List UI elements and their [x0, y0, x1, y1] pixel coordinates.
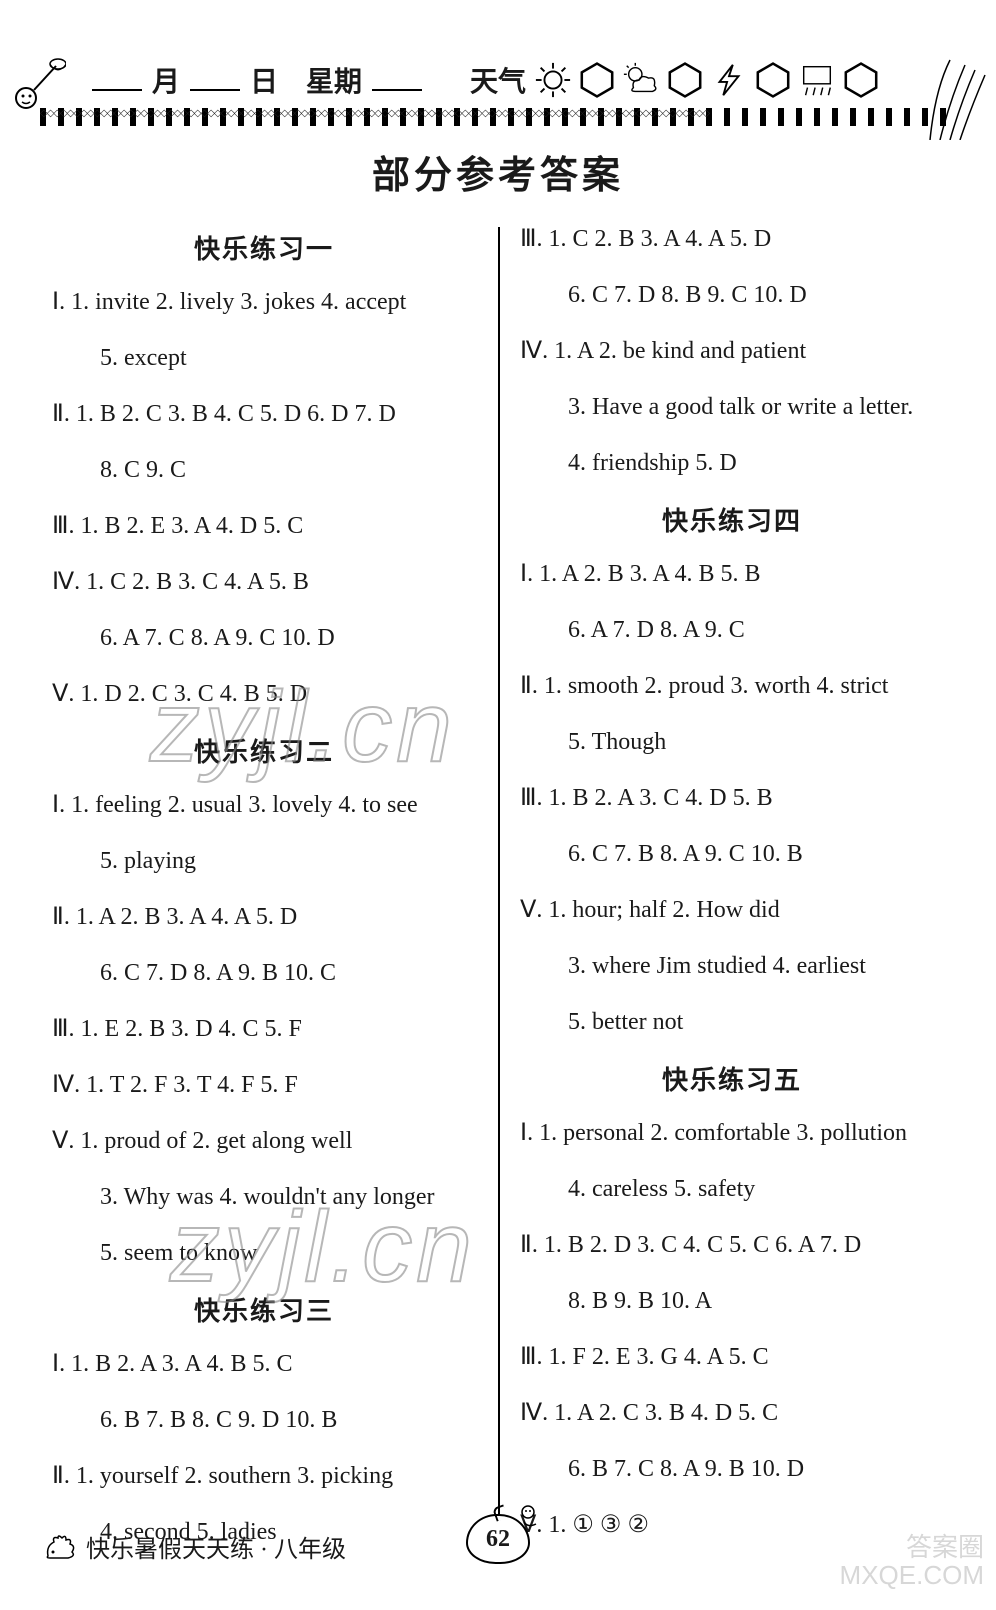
answer-line: 3. Why was 4. wouldn't any longer: [52, 1179, 476, 1215]
child-on-apple-icon: [516, 1502, 546, 1532]
answer-line: 6. C 7. B 8. A 9. C 10. B: [520, 836, 944, 872]
sun-icon: [534, 61, 572, 99]
answer-line: Ⅲ. 1. F 2. E 3. G 4. A 5. C: [520, 1339, 944, 1375]
rain-icon: [798, 61, 836, 99]
right-column: Ⅲ. 1. C 2. B 3. A 4. A 5. D 6. C 7. D 8.…: [498, 221, 956, 1570]
answer-line: 6. C 7. D 8. B 9. C 10. D: [520, 277, 944, 313]
answer-line: 6. A 7. D 8. A 9. C: [520, 612, 944, 648]
checkbox-hexagon[interactable]: [578, 61, 616, 99]
month-blank[interactable]: [92, 69, 142, 91]
answer-line: Ⅱ. 1. yourself 2. southern 3. picking: [52, 1458, 476, 1494]
weekday-blank[interactable]: [372, 69, 422, 91]
answer-line: Ⅳ. 1. T 2. F 3. T 4. F 5. F: [52, 1067, 476, 1103]
ornamental-divider: [40, 108, 956, 126]
child-net-icon: [6, 56, 66, 116]
answer-line: 3. where Jim studied 4. earliest: [520, 948, 944, 984]
answer-line: Ⅱ. 1. A 2. B 3. A 4. A 5. D: [52, 899, 476, 935]
section-heading-1: 快乐练习一: [52, 229, 476, 266]
answer-line: Ⅴ. 1. proud of 2. get along well: [52, 1123, 476, 1159]
page-title: 部分参考答案: [40, 144, 956, 199]
answer-line: 6. B 7. C 8. A 9. B 10. D: [520, 1451, 944, 1487]
column-divider: [498, 227, 500, 1564]
answer-line: 6. C 7. D 8. A 9. B 10. C: [52, 955, 476, 991]
grass-icon: [920, 50, 990, 140]
weather-label: 天气: [470, 60, 526, 100]
answer-line: 8. C 9. C: [52, 452, 476, 488]
answer-line: 4. careless 5. safety: [520, 1171, 944, 1207]
weekday-label: 星期: [306, 60, 362, 100]
answer-line: Ⅳ. 1. A 2. be kind and patient: [520, 333, 944, 369]
answer-line: 5. playing: [52, 843, 476, 879]
answer-line: Ⅴ. 1. D 2. C 3. C 4. B 5. D: [52, 676, 476, 712]
answer-line: Ⅲ. 1. B 2. E 3. A 4. D 5. C: [52, 508, 476, 544]
answer-line: Ⅱ. 1. B 2. C 3. B 4. C 5. D 6. D 7. D: [52, 396, 476, 432]
lightning-icon: [710, 61, 748, 99]
answer-line: 8. B 9. B 10. A: [520, 1283, 944, 1319]
answer-line: 6. B 7. B 8. C 9. D 10. B: [52, 1402, 476, 1438]
answer-line: Ⅲ. 1. B 2. A 3. C 4. D 5. B: [520, 780, 944, 816]
answer-line: 5. Though: [520, 724, 944, 760]
answer-line: Ⅳ. 1. A 2. C 3. B 4. D 5. C: [520, 1395, 944, 1431]
page-number-badge: 62: [466, 1514, 530, 1564]
answer-line: 5. except: [52, 340, 476, 376]
section-heading-5: 快乐练习五: [520, 1060, 944, 1097]
answer-line: 3. Have a good talk or write a letter.: [520, 389, 944, 425]
answer-line: 5. seem to know: [52, 1235, 476, 1271]
answer-line: Ⅳ. 1. C 2. B 3. C 4. A 5. B: [52, 564, 476, 600]
day-label: 日: [250, 60, 278, 100]
answer-line: 5. better not: [520, 1004, 944, 1040]
section-heading-4: 快乐练习四: [520, 501, 944, 538]
footer-center: 62: [0, 1514, 996, 1564]
answer-line: Ⅰ. 1. B 2. A 3. A 4. B 5. C: [52, 1346, 476, 1382]
answer-line: Ⅲ. 1. E 2. B 3. D 4. C 5. F: [52, 1011, 476, 1047]
corner-watermark-line2: MXQE.COM: [840, 1561, 984, 1590]
section-heading-2: 快乐练习二: [52, 732, 476, 769]
section-heading-3: 快乐练习三: [52, 1291, 476, 1328]
checkbox-hexagon[interactable]: [842, 61, 880, 99]
checkbox-hexagon[interactable]: [666, 61, 704, 99]
answer-line: Ⅱ. 1. smooth 2. proud 3. worth 4. strict: [520, 668, 944, 704]
answer-line: 6. A 7. C 8. A 9. C 10. D: [52, 620, 476, 656]
answer-line: Ⅱ. 1. B 2. D 3. C 4. C 5. C 6. A 7. D: [520, 1227, 944, 1263]
answer-line: 4. friendship 5. D: [520, 445, 944, 481]
answer-line: Ⅰ. 1. feeling 2. usual 3. lovely 4. to s…: [52, 787, 476, 823]
left-column: 快乐练习一 Ⅰ. 1. invite 2. lively 3. jokes 4.…: [40, 221, 498, 1570]
answer-line: Ⅰ. 1. personal 2. comfortable 3. polluti…: [520, 1115, 944, 1151]
sun-cloud-icon: [622, 61, 660, 99]
answer-line: Ⅰ. 1. A 2. B 3. A 4. B 5. B: [520, 556, 944, 592]
answer-columns: 快乐练习一 Ⅰ. 1. invite 2. lively 3. jokes 4.…: [40, 221, 956, 1570]
answer-line: Ⅴ. 1. hour; half 2. How did: [520, 892, 944, 928]
answer-line: Ⅲ. 1. C 2. B 3. A 4. A 5. D: [520, 221, 944, 257]
day-blank[interactable]: [190, 69, 240, 91]
answer-line: Ⅰ. 1. invite 2. lively 3. jokes 4. accep…: [52, 284, 476, 320]
checkbox-hexagon[interactable]: [754, 61, 792, 99]
page-number: 62: [486, 1526, 510, 1553]
date-weather-header: 月 日 星期 天气: [90, 60, 956, 100]
month-label: 月: [152, 60, 180, 100]
